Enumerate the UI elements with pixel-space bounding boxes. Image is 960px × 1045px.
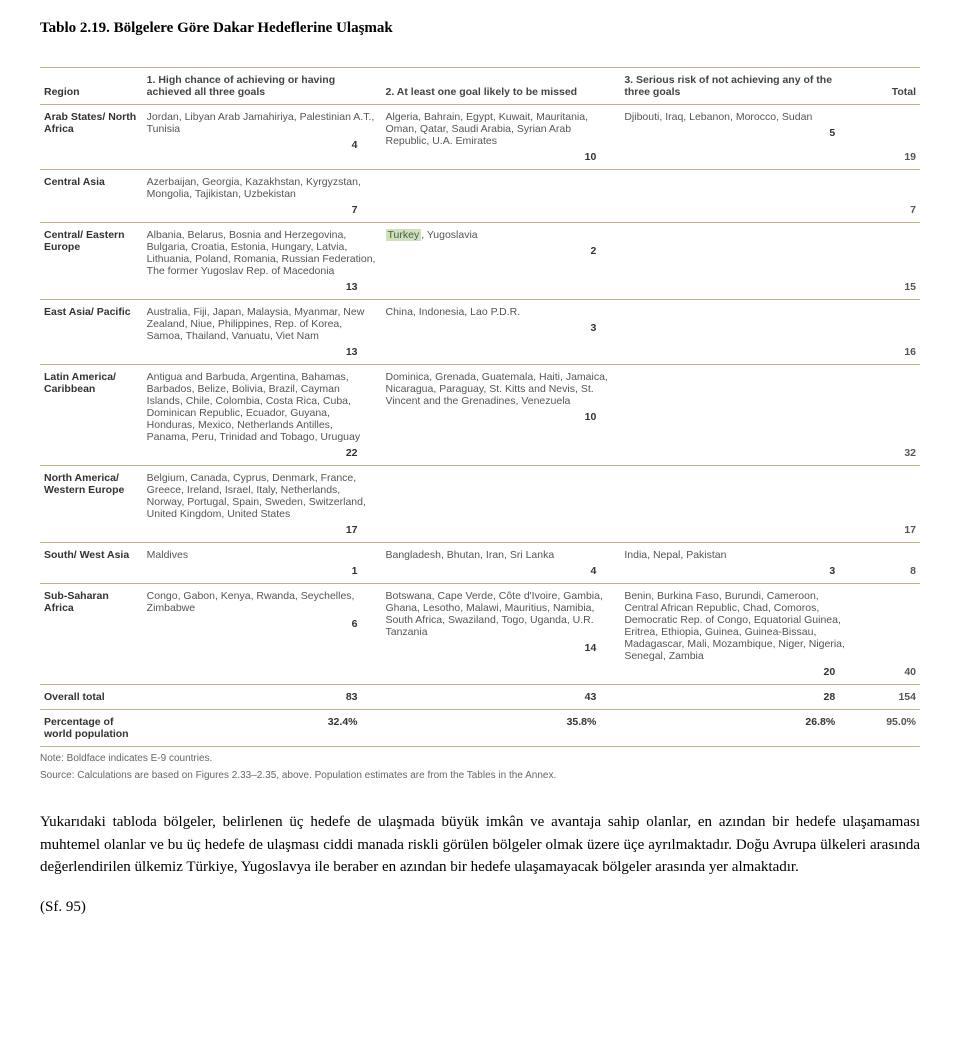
- percentage-value: 35.8%: [386, 716, 617, 728]
- table-row: Central/ Eastern EuropeAlbania, Belarus,…: [40, 223, 920, 300]
- th-total: Total: [859, 68, 920, 105]
- table-row: East Asia/ PacificAustralia, Fiji, Japan…: [40, 300, 920, 365]
- cell-count: 4: [147, 139, 378, 151]
- cell-text: Botswana, Cape Verde, Côte d'Ivoire, Gam…: [386, 590, 617, 638]
- table-row: Arab States/ North AfricaJordan, Libyan …: [40, 105, 920, 170]
- cell-text: Djibouti, Iraq, Lebanon, Morocco, Sudan: [624, 111, 855, 123]
- cell-count: 3: [624, 565, 855, 577]
- cell-text: Maldives: [147, 549, 378, 561]
- row-total: 19: [859, 105, 920, 170]
- cell-count: 14: [386, 642, 617, 654]
- cell-text: Algeria, Bahrain, Egypt, Kuwait, Maurita…: [386, 111, 617, 147]
- table-row: North America/ Western EuropeBelgium, Ca…: [40, 466, 920, 543]
- cell-count: 10: [386, 151, 617, 163]
- cell-count: 22: [147, 447, 378, 459]
- overall-label: Overall total: [40, 685, 143, 710]
- table-row: South/ West Asia Maldives 1 Bangladesh, Bhu…: [40, 543, 920, 584]
- note-boldface: Note: Boldface indicates E-9 countries.: [40, 753, 920, 764]
- th-col1: 1. High chance of achieving or having ac…: [143, 68, 382, 105]
- table-row: Central AsiaAzerbaijan, Georgia, Kazakhs…: [40, 170, 920, 223]
- region-cell: Arab States/ North Africa: [40, 105, 143, 170]
- region-cell: Latin America/ Caribbean: [40, 365, 143, 466]
- row-total: 17: [859, 466, 920, 543]
- cell-text: India, Nepal, Pakistan: [624, 549, 855, 561]
- cell-text: Turkey, Yugoslavia: [386, 229, 617, 241]
- cell-count: 20: [624, 666, 855, 678]
- cell-count: 10: [386, 411, 617, 423]
- row-total: 16: [859, 300, 920, 365]
- cell-count: 4: [386, 565, 617, 577]
- page-ref: (Sf. 95): [40, 899, 920, 916]
- region-cell: Central/ Eastern Europe: [40, 223, 143, 300]
- region-cell: East Asia/ Pacific: [40, 300, 143, 365]
- region-cell: Central Asia: [40, 170, 143, 223]
- percentage-label: Percentage of world population: [40, 710, 143, 747]
- table-row: Sub-Saharan AfricaCongo, Gabon, Kenya, R…: [40, 584, 920, 685]
- cell-text: Antigua and Barbuda, Argentina, Bahamas,…: [147, 371, 378, 443]
- overall-total: 154: [859, 685, 920, 710]
- data-table: Region 1. High chance of achieving or ha…: [40, 67, 920, 747]
- cell-text: Congo, Gabon, Kenya, Rwanda, Seychelles,…: [147, 590, 378, 614]
- region-cell: Sub-Saharan Africa: [40, 584, 143, 685]
- cell-text: China, Indonesia, Lao P.D.R.: [386, 306, 617, 318]
- body-paragraph: Yukarıdaki tabloda bölgeler, belirlenen …: [40, 811, 920, 879]
- cell-count: 13: [147, 281, 378, 293]
- th-col2: 2. At least one goal likely to be missed: [382, 68, 621, 105]
- cell-text: Jordan, Libyan Arab Jamahiriya, Palestin…: [147, 111, 378, 135]
- row-total: 7: [859, 170, 920, 223]
- cell-text: Azerbaijan, Georgia, Kazakhstan, Kyrgyzs…: [147, 176, 378, 200]
- percentage-row: Percentage of world population 32.4% 35.8%…: [40, 710, 920, 747]
- note-source: Source: Calculations are based on Figure…: [40, 770, 920, 781]
- cell-text: Benin, Burkina Faso, Burundi, Cameroon, …: [624, 590, 855, 662]
- cell-count: 17: [147, 524, 378, 536]
- percentage-value: 32.4%: [147, 716, 378, 728]
- overall-total-row: Overall total 83 43 28 154: [40, 685, 920, 710]
- table-row: Latin America/ CaribbeanAntigua and Barb…: [40, 365, 920, 466]
- percentage-value: 26.8%: [624, 716, 855, 728]
- cell-text: Bangladesh, Bhutan, Iran, Sri Lanka: [386, 549, 617, 561]
- cell-count: 1: [147, 565, 378, 577]
- region-cell: South/ West Asia: [40, 543, 143, 584]
- row-total: 15: [859, 223, 920, 300]
- th-col3: 3. Serious risk of not achieving any of …: [620, 68, 859, 105]
- cell-count: 3: [386, 322, 617, 334]
- cell-text: Australia, Fiji, Japan, Malaysia, Myanma…: [147, 306, 378, 342]
- overall-value: 28: [624, 691, 855, 703]
- cell-count: 5: [624, 127, 855, 139]
- cell-count: 7: [147, 204, 378, 216]
- row-total: 32: [859, 365, 920, 466]
- overall-value: 83: [147, 691, 378, 703]
- row-total: 8: [859, 543, 920, 584]
- percentage-total: 95.0%: [859, 710, 920, 747]
- row-total: 40: [859, 584, 920, 685]
- cell-count: 6: [147, 618, 378, 630]
- cell-text: Dominica, Grenada, Guatemala, Haiti, Jam…: [386, 371, 617, 407]
- cell-text: Belgium, Canada, Cyprus, Denmark, France…: [147, 472, 378, 520]
- document-title: Tablo 2.19. Bölgelere Göre Dakar Hedefle…: [40, 20, 920, 37]
- overall-value: 43: [386, 691, 617, 703]
- cell-count: 13: [147, 346, 378, 358]
- region-cell: North America/ Western Europe: [40, 466, 143, 543]
- cell-text: Albania, Belarus, Bosnia and Herzegovina…: [147, 229, 378, 277]
- th-region: Region: [40, 68, 143, 105]
- cell-count: 2: [386, 245, 617, 257]
